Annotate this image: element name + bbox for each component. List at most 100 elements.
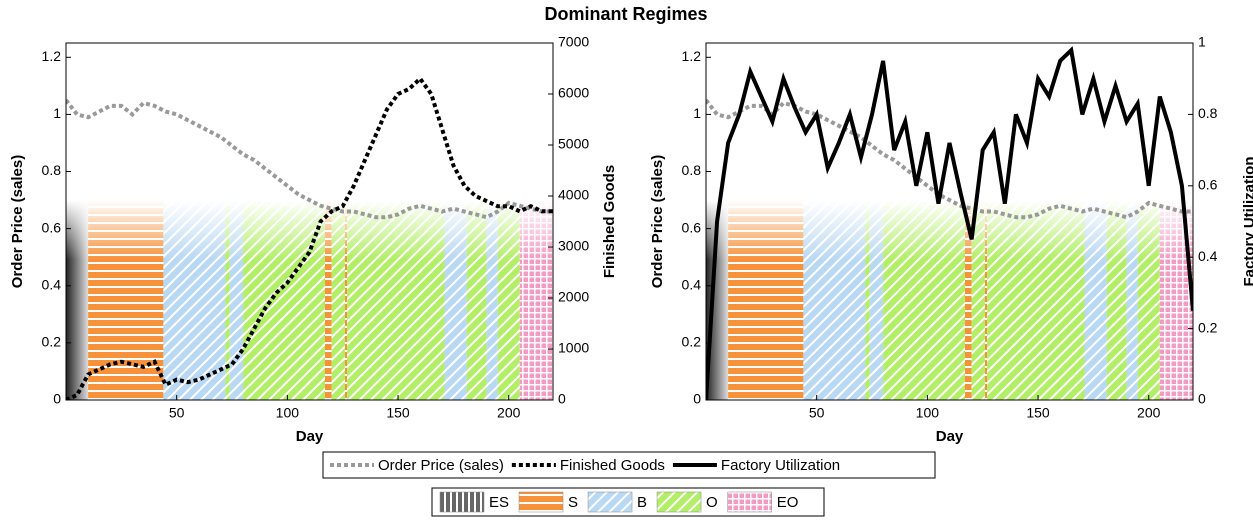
- x-tick-label: 50: [809, 405, 825, 421]
- y-axis-label: Order Price (sales): [9, 155, 26, 288]
- regime-band: [243, 200, 325, 400]
- axes-box: [65, 42, 554, 401]
- regime-band: [344, 200, 348, 400]
- regime-band: [971, 200, 985, 400]
- series-line: [706, 98, 1193, 220]
- x-tick-label: 150: [386, 405, 410, 421]
- regime-bands: [66, 200, 553, 400]
- series-legend: Order Price (sales) Finished Goods Factory…: [322, 451, 936, 479]
- y-tick-label: 1.2: [682, 48, 702, 64]
- x-tick-label: 50: [169, 405, 185, 421]
- y-tick-label: 1.2: [42, 48, 62, 64]
- legend-label: O: [706, 494, 718, 511]
- plot-area: [706, 46, 1193, 400]
- y2-tick-label: 0.8: [1198, 105, 1218, 121]
- x-axis-label: Day: [296, 428, 324, 445]
- chart-title: Dominant Regimes: [544, 4, 707, 24]
- y2-tick-label: 1: [1198, 34, 1206, 50]
- y2-tick-label: 0: [1198, 391, 1206, 407]
- series-line: [66, 98, 553, 220]
- regime-band: [486, 200, 498, 400]
- y2-tick-label: 4000: [558, 187, 589, 203]
- y2-tick-label: 0: [558, 391, 566, 407]
- axes-box: [705, 42, 1194, 401]
- legend-label: ES: [489, 494, 509, 511]
- x-tick-label: 100: [916, 405, 940, 421]
- y-tick-label: 0.2: [682, 334, 702, 350]
- y2-tick-label: 7000: [558, 34, 589, 50]
- regime-band: [229, 200, 244, 400]
- regime-band: [1126, 200, 1138, 400]
- legend-swatch: [439, 491, 485, 513]
- x-tick-label: 200: [497, 405, 521, 421]
- regime-band: [964, 200, 972, 400]
- regime-band: [706, 200, 729, 400]
- regime-band: [88, 200, 164, 400]
- y2-tick-label: 2000: [558, 289, 589, 305]
- legend-swatch: [656, 491, 702, 513]
- regime-legend: ES S B O EO: [431, 487, 825, 517]
- series-line: [706, 46, 1193, 400]
- legend-label: Factory Utilization: [721, 457, 840, 474]
- regime-band: [1106, 200, 1127, 400]
- y-tick-label: 0: [693, 391, 701, 407]
- y2-tick-label: 1000: [558, 340, 589, 356]
- regime-band: [1084, 200, 1107, 400]
- legend-label: S: [568, 494, 578, 511]
- legend-box: [322, 451, 936, 479]
- y-tick-label: 0.8: [682, 162, 702, 178]
- regime-band: [1137, 200, 1160, 400]
- legend-label: Order Price (sales): [378, 457, 504, 474]
- regime-band: [66, 200, 89, 400]
- regime-band: [466, 200, 487, 400]
- regime-band: [225, 200, 230, 400]
- y2-axis-label: Factory Utilization: [1241, 156, 1253, 286]
- y-tick-label: 0: [53, 391, 61, 407]
- regime-band: [728, 200, 804, 400]
- regime-band: [497, 200, 520, 400]
- y-tick-label: 1: [53, 105, 61, 121]
- x-axis-label: Day: [936, 428, 964, 445]
- regime-band: [984, 200, 988, 400]
- y-tick-label: 0.8: [42, 162, 62, 178]
- legend-swatch: [518, 491, 564, 513]
- regime-band: [331, 200, 345, 400]
- regime-band: [987, 200, 1085, 400]
- legend-swatch: [587, 491, 633, 513]
- regime-band: [865, 200, 870, 400]
- regime-band: [1159, 200, 1193, 400]
- x-tick-label: 150: [1026, 405, 1050, 421]
- regime-band: [803, 200, 866, 400]
- y2-tick-label: 0.4: [1198, 248, 1218, 264]
- y-tick-label: 0.6: [42, 219, 62, 235]
- y2-tick-label: 0.2: [1198, 319, 1218, 335]
- regime-band: [519, 200, 553, 400]
- y2-tick-label: 6000: [558, 85, 589, 101]
- x-tick-label: 200: [1137, 405, 1161, 421]
- regime-band: [163, 200, 226, 400]
- regime-band: [324, 200, 332, 400]
- regime-bands: [706, 200, 1193, 400]
- y-tick-label: 1: [693, 105, 701, 121]
- regime-band: [347, 200, 445, 400]
- y2-axis-label: Finished Goods: [601, 165, 618, 278]
- y-tick-label: 0.4: [42, 276, 62, 292]
- legend-label: B: [637, 494, 647, 511]
- y-tick-label: 0.4: [682, 276, 702, 292]
- y2-tick-label: 0.6: [1198, 177, 1218, 193]
- y-tick-label: 0.2: [42, 334, 62, 350]
- regime-band: [869, 200, 884, 400]
- regime-band: [883, 200, 965, 400]
- legend-swatch: [727, 491, 772, 513]
- series-line: [66, 75, 553, 400]
- legend-label: EO: [777, 494, 799, 511]
- legend-label: Finished Goods: [560, 457, 665, 474]
- plot-area: [66, 75, 553, 400]
- y-axis-label: Order Price (sales): [649, 155, 666, 288]
- regime-band: [444, 200, 467, 400]
- y-tick-label: 0.6: [682, 219, 702, 235]
- y2-tick-label: 3000: [558, 238, 589, 254]
- x-tick-label: 100: [276, 405, 300, 421]
- y2-tick-label: 5000: [558, 136, 589, 152]
